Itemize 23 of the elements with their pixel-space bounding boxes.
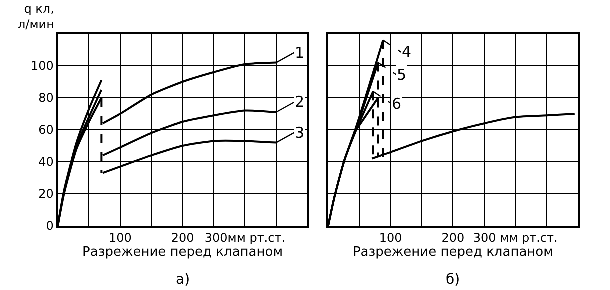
x-tick-label: 100 <box>108 231 132 246</box>
legend-label: 4 <box>402 43 412 61</box>
legend-label: 5 <box>397 66 407 84</box>
text: б) <box>446 272 460 288</box>
legend-label: 6 <box>392 95 402 113</box>
text: а) <box>176 272 190 288</box>
y-tick-label: 60 <box>38 123 54 138</box>
x-tick-label: 300 мм рт.ст. <box>473 231 558 246</box>
y-tick-label: 100 <box>30 59 54 74</box>
y-tick-label: 0 <box>46 219 54 234</box>
y-axis-title: q кл, л/мин <box>18 2 54 32</box>
x-tick-label: 300мм рт.ст. <box>204 231 286 246</box>
x-axis-title: Разрежение перед клапаном <box>352 245 554 260</box>
x-tick-label: 200 <box>442 231 465 246</box>
y-tick-label: 80 <box>38 91 54 106</box>
legend-label: 1 <box>295 44 305 62</box>
x-tick-label: 100 <box>379 231 402 246</box>
legend-label: 3 <box>295 124 305 142</box>
x-axis-title: Разрежение перед клапаном <box>82 245 284 260</box>
y-tick-label: 20 <box>38 187 54 202</box>
legend-label: 2 <box>295 93 305 111</box>
y-tick-label: 40 <box>38 155 54 170</box>
x-tick-label: 200 <box>171 231 194 246</box>
